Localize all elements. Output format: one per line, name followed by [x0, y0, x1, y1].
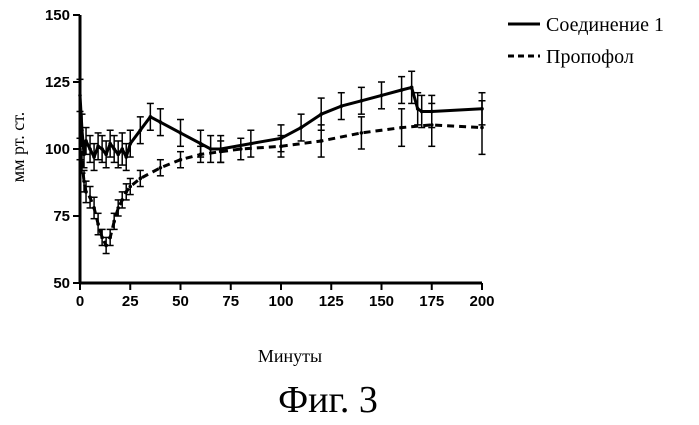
data-point — [409, 85, 414, 90]
data-point — [84, 190, 88, 194]
figure-caption: Фиг. 3 — [278, 379, 378, 421]
data-point — [279, 144, 283, 149]
data-point — [359, 131, 364, 135]
data-point — [138, 128, 143, 133]
data-point — [249, 141, 253, 146]
data-point — [399, 88, 404, 92]
data-point — [82, 152, 86, 157]
data-point — [128, 141, 133, 146]
x-tick-label: 125 — [319, 293, 344, 310]
data-point — [158, 165, 163, 170]
data-point — [88, 147, 92, 151]
data-point — [124, 190, 129, 194]
data-point — [178, 157, 183, 162]
data-point — [419, 109, 424, 114]
data-point — [120, 198, 125, 202]
data-point — [124, 155, 129, 159]
y-tick-label: 75 — [53, 208, 70, 225]
legend: Соединение 1 Пропофол — [508, 14, 664, 68]
x-tick-label: 150 — [369, 293, 394, 310]
data-point — [198, 152, 203, 157]
data-point — [429, 123, 434, 127]
data-point — [218, 149, 223, 154]
data-point — [415, 107, 420, 111]
y-axis-ticks: 50 75 100 125 150 — [45, 7, 80, 292]
data-point — [379, 93, 384, 98]
data-point — [108, 235, 112, 240]
data-point — [112, 147, 116, 151]
data-point — [399, 125, 404, 130]
x-axis-ticks: 0 25 50 75 100 125 150 175 200 — [76, 283, 495, 310]
data-point — [128, 184, 133, 189]
data-point — [158, 120, 163, 124]
y-tick-label: 100 — [45, 141, 70, 158]
data-point — [198, 141, 203, 146]
data-point — [138, 176, 143, 181]
data-point — [239, 147, 243, 151]
x-tick-label: 0 — [76, 293, 84, 310]
data-point — [480, 125, 484, 130]
data-point — [319, 112, 324, 116]
data-point — [100, 147, 104, 151]
data-point — [120, 147, 125, 151]
data-point — [82, 179, 86, 183]
y-tick-label: 50 — [53, 275, 70, 292]
y-tick-label: 125 — [45, 74, 70, 91]
data-point — [108, 141, 112, 146]
legend-label-series-2: Пропофол — [546, 46, 634, 68]
data-point — [88, 195, 92, 200]
legend-label-series-1: Соединение 1 — [546, 14, 664, 36]
data-point — [319, 139, 324, 143]
data-point — [100, 235, 104, 240]
series-2 — [76, 100, 486, 255]
data-point — [96, 144, 100, 149]
x-tick-label: 25 — [122, 293, 139, 310]
data-point — [92, 206, 96, 210]
data-point — [116, 206, 120, 210]
data-point — [96, 222, 100, 226]
y-tick-label: 150 — [45, 7, 70, 24]
plot-area — [76, 70, 486, 255]
y-axis-title: мм рт. ст. — [8, 112, 28, 183]
x-tick-label: 175 — [419, 293, 444, 310]
data-point — [112, 219, 116, 224]
data-point — [148, 115, 153, 119]
x-tick-label: 75 — [222, 293, 239, 310]
x-tick-label: 50 — [172, 293, 189, 310]
data-point — [116, 152, 120, 157]
series-1 — [76, 70, 486, 172]
data-point — [104, 243, 108, 248]
data-point — [104, 152, 108, 157]
data-point — [359, 98, 364, 103]
x-axis-title: Минуты — [258, 346, 322, 366]
x-tick-label: 200 — [469, 293, 494, 310]
x-tick-label: 100 — [268, 293, 293, 310]
data-point — [92, 155, 96, 159]
data-point — [178, 131, 183, 135]
data-point — [84, 139, 88, 143]
data-point — [339, 104, 344, 108]
data-point — [208, 147, 213, 151]
data-point — [299, 125, 303, 130]
